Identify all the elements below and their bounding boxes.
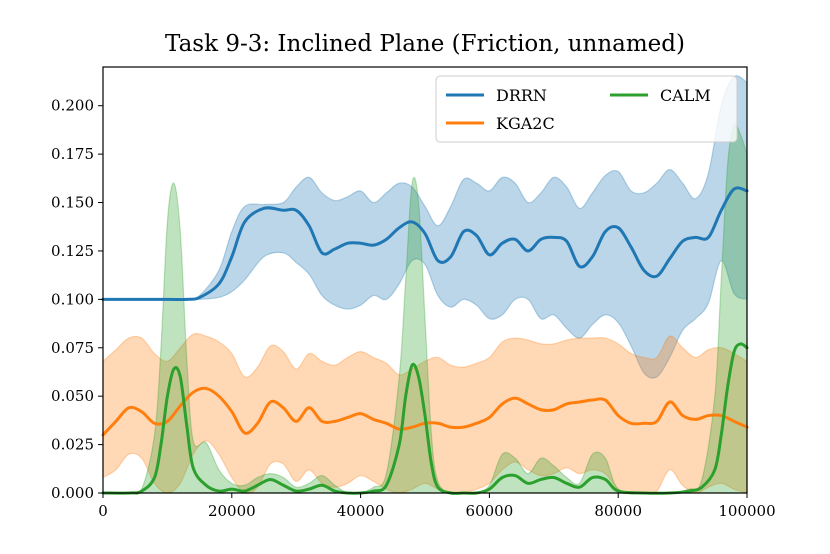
legend-label-calm: CALM — [660, 86, 711, 105]
chart-title: Task 9-3: Inclined Plane (Friction, unna… — [165, 31, 685, 57]
plot-frame — [102, 66, 748, 494]
y-tick-label: 0.150 — [51, 194, 94, 212]
y-tick-label: 0.000 — [51, 484, 94, 502]
y-tick-label: 0.100 — [51, 290, 94, 308]
y-tick-label: 0.200 — [51, 97, 94, 115]
x-tick-label: 80000 — [594, 502, 642, 520]
x-tick-label: 60000 — [466, 502, 514, 520]
x-tick-label: 100000 — [718, 502, 775, 520]
y-tick-label: 0.125 — [51, 242, 94, 260]
y-tick-label: 0.175 — [51, 145, 94, 163]
y-axis: 0.000 0.025 0.050 0.075 0.100 0.125 0.150 0.175… — [51, 97, 103, 502]
legend-box — [435, 75, 738, 143]
x-tick-label: 20000 — [208, 502, 256, 520]
line-drrn — [101, 186, 749, 302]
x-tick-label: 40000 — [337, 502, 385, 520]
legend-label-kga2c: KGA2C — [496, 114, 555, 133]
legend-label-drrn: DRRN — [496, 86, 547, 105]
legend: DRRN KGA2C CALM — [435, 75, 738, 143]
y-tick-label: 0.025 — [51, 436, 94, 454]
y-tick-label: 0.050 — [51, 387, 94, 405]
y-tick-label: 0.075 — [51, 339, 94, 357]
x-tick-label: 0 — [98, 502, 108, 520]
x-axis: 0 20000 40000 60000 80000 100000 — [98, 493, 776, 520]
